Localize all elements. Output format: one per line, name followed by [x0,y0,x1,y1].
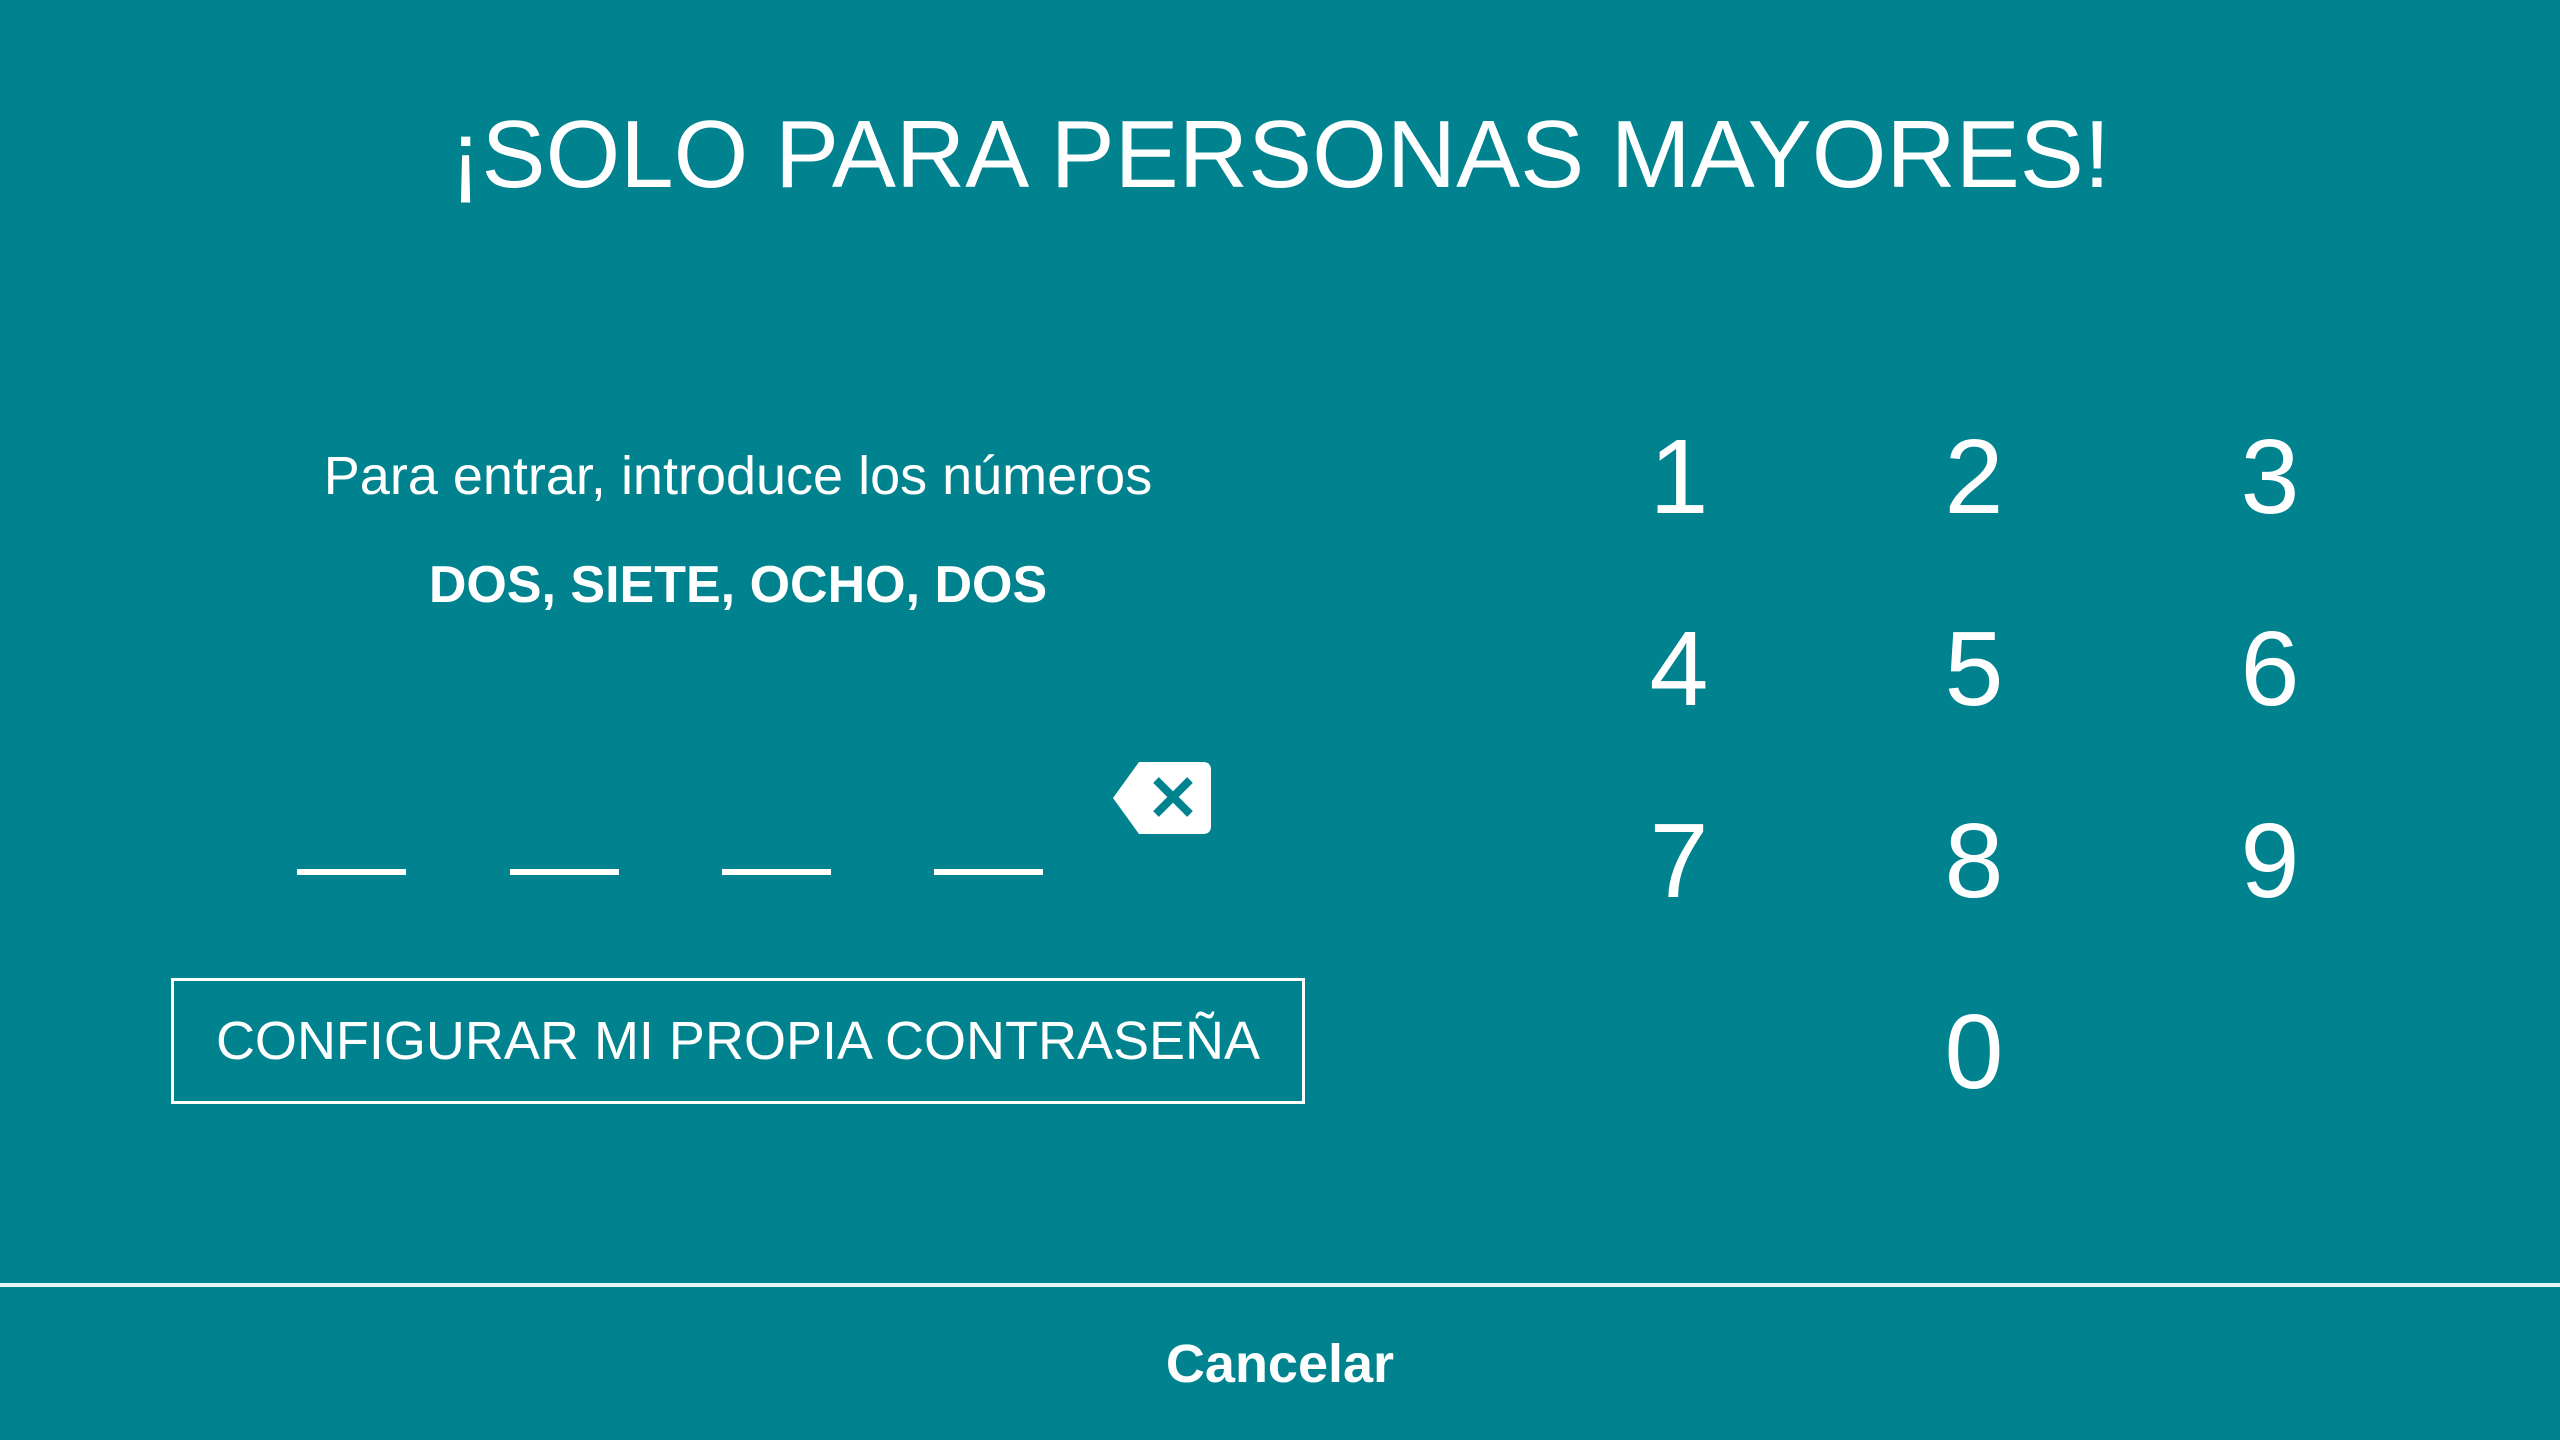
key-3[interactable]: 3 [2240,417,2300,536]
pin-slot-2 [510,869,619,875]
key-8[interactable]: 8 [1944,801,2004,920]
key-1[interactable]: 1 [1649,417,1709,536]
pin-slot-3 [722,869,831,875]
pin-slot-4 [934,869,1043,875]
instruction-text: Para entrar, introduce los números [323,446,1153,506]
key-9[interactable]: 9 [2240,801,2300,920]
page-title: ¡SOLO PARA PERSONAS MAYORES! [449,101,2111,208]
code-words: DOS, SIETE, OCHO, DOS [428,556,1048,614]
divider [0,1283,2560,1287]
configure-password-button[interactable]: CONFIGURAR MI PROPIA CONTRASEÑA [171,978,1305,1104]
key-6[interactable]: 6 [2240,609,2300,728]
key-7[interactable]: 7 [1649,801,1709,920]
key-0[interactable]: 0 [1944,992,2004,1111]
pin-slot-1 [297,869,406,875]
key-5[interactable]: 5 [1944,609,2004,728]
key-4[interactable]: 4 [1649,609,1709,728]
cancel-button[interactable]: Cancelar [1165,1333,1395,1394]
backspace-icon [1113,762,1211,834]
key-2[interactable]: 2 [1944,417,2004,536]
backspace-button[interactable] [1113,762,1211,834]
